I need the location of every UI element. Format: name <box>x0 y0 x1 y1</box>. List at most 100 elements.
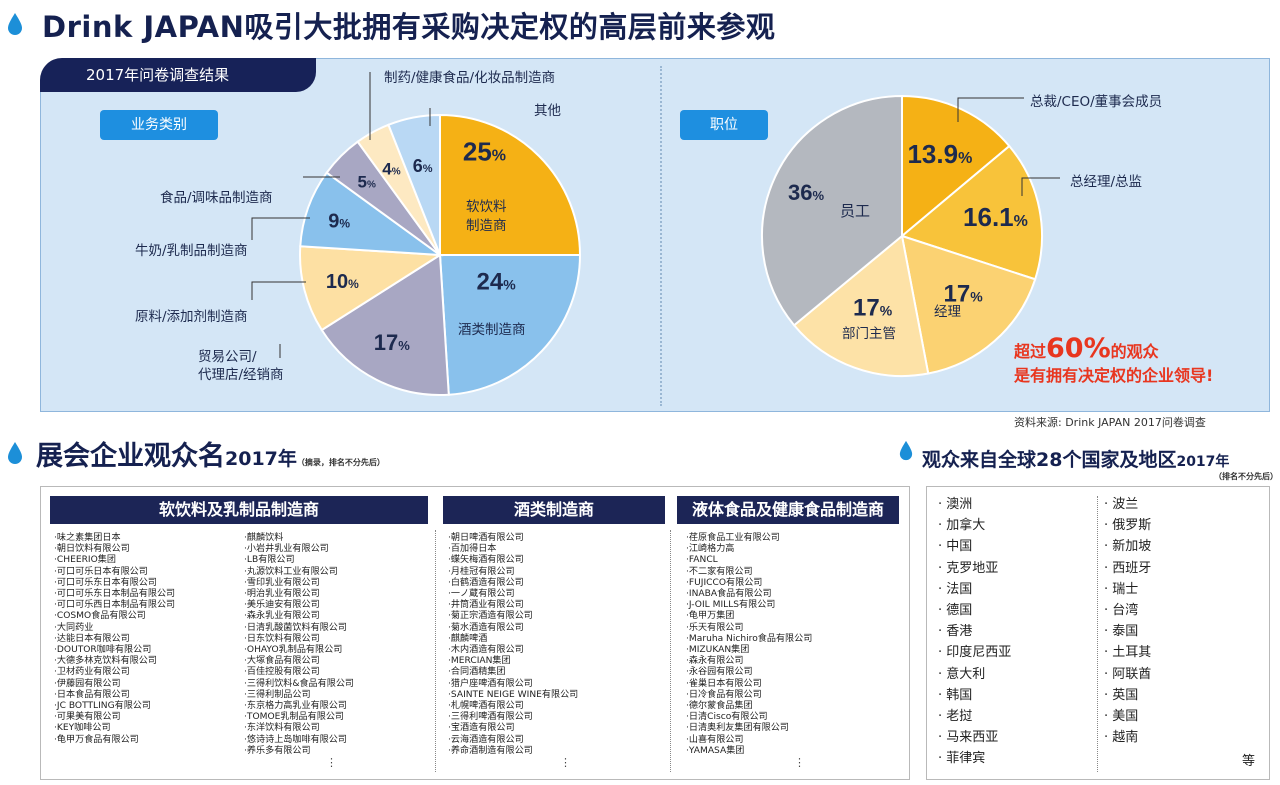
company-item: 卫材药业有限公司 <box>54 667 175 678</box>
label-ceo: 总裁/CEO/董事会成员 <box>1030 94 1163 110</box>
company-item: 合同酒精集团 <box>448 667 578 678</box>
company-item: 江崎格力高 <box>686 544 812 555</box>
water-drop-icon <box>8 442 22 464</box>
company-item: 达能日本有限公司 <box>54 634 175 645</box>
countries-list-right: 波兰俄罗斯新加坡西班牙瑞士台湾泰国土耳其阿联酋英国美国越南 <box>1104 494 1151 748</box>
country-item: 土耳其 <box>1104 642 1151 663</box>
company-item: 雀巢日本有限公司 <box>686 679 812 690</box>
pie-value-label: 4% <box>382 160 400 179</box>
company-item: MIZUKAN集团 <box>686 645 812 656</box>
company-item: 麒麟啤酒 <box>448 634 578 645</box>
pie-value-label: 25% <box>463 137 506 167</box>
company-item: 日冷食品有限公司 <box>686 690 812 701</box>
pie-value-label: 17% <box>374 330 410 355</box>
company-item: 小岩井乳业有限公司 <box>244 544 354 555</box>
country-item: 克罗地亚 <box>938 558 1011 579</box>
company-item: 蝶矢梅酒有限公司 <box>448 555 578 566</box>
column-header-liquid-food: 液体食品及健康食品制造商 <box>677 496 899 524</box>
company-item: 森永乳业有限公司 <box>244 611 354 622</box>
company-item: INABA食品有限公司 <box>686 589 812 600</box>
country-item: 泰国 <box>1104 621 1151 642</box>
country-item: 意大利 <box>938 664 1011 685</box>
company-item: 德尔蒙食品集团 <box>686 701 812 712</box>
company-item: 龟甲万集团 <box>686 611 812 622</box>
company-item: 森永有限公司 <box>686 656 812 667</box>
company-item: 札幌啤酒有限公司 <box>448 701 578 712</box>
company-item: 养乐多有限公司 <box>244 746 354 757</box>
column-header-soft-drink: 软饮料及乳制品制造商 <box>50 496 428 524</box>
country-item: 韩国 <box>938 685 1011 706</box>
company-item: 菊正宗酒造有限公司 <box>448 611 578 622</box>
label-ingredients: 原料/添加剂制造商 <box>135 309 248 325</box>
country-item: 马来西亚 <box>938 727 1011 748</box>
country-item: 菲律宾 <box>938 748 1011 769</box>
countries-note: （排名不分先后） <box>1214 472 1278 481</box>
label-gm: 总经理/总监 <box>1070 174 1143 190</box>
company-item: 龟甲万食品有限公司 <box>54 735 175 746</box>
company-item: 美乐迪安有限公司 <box>244 600 354 611</box>
label-food: 食品/调味品制造商 <box>160 190 273 206</box>
company-item: FANCL <box>686 555 812 566</box>
exhibitors-heading: 展会企业观众名2017年（摘录，排名不分先后） <box>36 441 385 472</box>
company-item: 伊藤园有限公司 <box>54 679 175 690</box>
company-item: 大德多林克饮料有限公司 <box>54 656 175 667</box>
company-item: 三得利啤酒有限公司 <box>448 712 578 723</box>
pie-slice <box>899 144 1043 281</box>
column-header-alcohol: 酒类制造商 <box>443 496 665 524</box>
country-item: 德国 <box>938 600 1011 621</box>
pie-slice <box>299 245 444 332</box>
country-item: 澳洲 <box>938 494 1011 515</box>
company-item: 大塚食品有限公司 <box>244 656 354 667</box>
pie-value-label: 10% <box>326 271 359 293</box>
pie-slice <box>320 253 450 396</box>
pie-charts: 25% 24% 17% 10% 9% 5% 4% 6% 13.9% 16.1% 17% 17% 36% <box>251 72 1060 396</box>
country-item: 俄罗斯 <box>1104 515 1151 536</box>
source-note: 资料来源: Drink JAPAN 2017问卷调查 <box>1014 416 1206 429</box>
survey-tab: 2017年问卷调查结果 <box>40 58 316 92</box>
company-item: LB有限公司 <box>244 555 354 566</box>
more-indicator: ⋮ <box>326 756 337 769</box>
company-item: 三得利制品公司 <box>244 690 354 701</box>
company-item: 白鹤酒造有限公司 <box>448 578 578 589</box>
company-item: 日清Cisco有限公司 <box>686 712 812 723</box>
pie-slice <box>438 254 582 396</box>
company-item: J-OIL MILLS有限公司 <box>686 600 812 611</box>
country-item: 印度尼西亚 <box>938 642 1011 663</box>
countries-list-left: 澳洲加拿大中国克罗地亚法国德国香港印度尼西亚意大利韩国老挝马来西亚菲律宾 <box>938 494 1011 770</box>
pie-value-label: 36% <box>788 180 824 205</box>
country-item: 瑞士 <box>1104 579 1151 600</box>
company-item: KEY咖啡公司 <box>54 723 175 734</box>
pie-slice <box>900 234 1037 375</box>
pie-value-label: 13.9% <box>907 139 972 169</box>
company-item: 东洋饮料有限公司 <box>244 723 354 734</box>
water-drop-icon <box>8 13 22 35</box>
callout: 超过60%的观众 是有拥有决定权的企业领导! <box>1014 333 1214 385</box>
label-trading: 贸易公司/ 代理店/经销商 <box>198 349 284 383</box>
company-item: 悠诗诗上岛咖啡有限公司 <box>244 735 354 746</box>
pie-value-label: 16.1% <box>963 202 1028 232</box>
label-dairy: 牛奶/乳制品制造商 <box>135 243 248 259</box>
label-pharma: 制药/健康食品/化妆品制造商 <box>384 70 556 86</box>
company-item: 乐天有限公司 <box>686 623 812 634</box>
more-indicator: ⋮ <box>560 756 571 769</box>
liquid-food-list: 荏原食品工业有限公司江崎格力高FANCL不二家有限公司FUJICCO有限公司IN… <box>686 533 812 757</box>
company-item: 日本食品有限公司 <box>54 690 175 701</box>
pie-slice <box>439 113 582 256</box>
country-item: 中国 <box>938 536 1011 557</box>
pie-value-label: 9% <box>328 210 350 232</box>
pie-value-label: 5% <box>358 173 376 192</box>
country-item: 波兰 <box>1104 494 1151 515</box>
company-item: 百加得日本 <box>448 544 578 555</box>
company-item: 麒麟饮料 <box>244 533 354 544</box>
survey-panel <box>40 58 1270 412</box>
company-item: 可果美有限公司 <box>54 712 175 723</box>
company-item: 朝日啤酒有限公司 <box>448 533 578 544</box>
business-type-label: 业务类别 <box>100 110 218 140</box>
company-item: SAINTE NEIGE WINE有限公司 <box>448 690 578 701</box>
country-item: 新加坡 <box>1104 536 1151 557</box>
soft-drink-list-left: 味之素集团日本朝日饮料有限公司CHEERIO集团可口可乐日本有限公司可口可乐东日… <box>54 533 175 746</box>
position-pie: 13.9% 16.1% 17% 17% 36% <box>761 94 1043 377</box>
company-item: 朝日饮料有限公司 <box>54 544 175 555</box>
company-item: 可口可乐东日本制品有限公司 <box>54 589 175 600</box>
label-alcohol: 酒类制造商 <box>458 322 526 338</box>
